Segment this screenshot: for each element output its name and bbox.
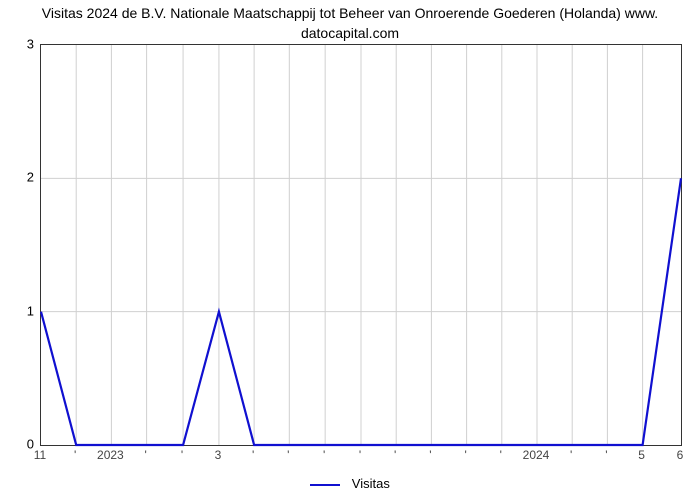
x-tick-label: 11 bbox=[34, 448, 46, 462]
x-tick-label: ' bbox=[500, 448, 502, 462]
x-tick-label: ' bbox=[252, 448, 254, 462]
title-line-2: datocapital.com bbox=[301, 25, 399, 41]
x-tick-label: ' bbox=[570, 448, 572, 462]
x-tick-label: ' bbox=[429, 448, 431, 462]
x-tick-label: ' bbox=[323, 448, 325, 462]
x-tick-label: 2023 bbox=[97, 448, 124, 462]
chart-title: Visitas 2024 de B.V. Nationale Maatschap… bbox=[0, 4, 700, 44]
x-tick-label: ' bbox=[464, 448, 466, 462]
grid-lines bbox=[41, 45, 681, 445]
y-tick-label: 2 bbox=[0, 170, 34, 185]
x-tick-label: ' bbox=[394, 448, 396, 462]
title-line-1: Visitas 2024 de B.V. Nationale Maatschap… bbox=[42, 5, 658, 21]
y-tick-label: 0 bbox=[0, 437, 34, 452]
y-tick-label: 3 bbox=[0, 37, 34, 52]
legend-label: Visitas bbox=[352, 476, 390, 491]
y-tick-label: 1 bbox=[0, 303, 34, 318]
chart-container: Visitas 2024 de B.V. Nationale Maatschap… bbox=[0, 0, 700, 500]
legend: Visitas bbox=[0, 476, 700, 491]
x-tick-label: ' bbox=[144, 448, 146, 462]
x-tick-label: ' bbox=[74, 448, 76, 462]
x-tick-label: ' bbox=[359, 448, 361, 462]
x-tick-label: ' bbox=[287, 448, 289, 462]
x-tick-label: ' bbox=[181, 448, 183, 462]
plot-area bbox=[40, 44, 682, 446]
x-tick-label: 2024 bbox=[523, 448, 550, 462]
x-tick-label: 3 bbox=[215, 448, 222, 462]
plot-svg bbox=[41, 45, 681, 445]
x-tick-label: ' bbox=[605, 448, 607, 462]
legend-swatch bbox=[310, 484, 340, 486]
x-tick-label: 5 bbox=[638, 448, 645, 462]
x-tick-label: 6 bbox=[677, 448, 684, 462]
